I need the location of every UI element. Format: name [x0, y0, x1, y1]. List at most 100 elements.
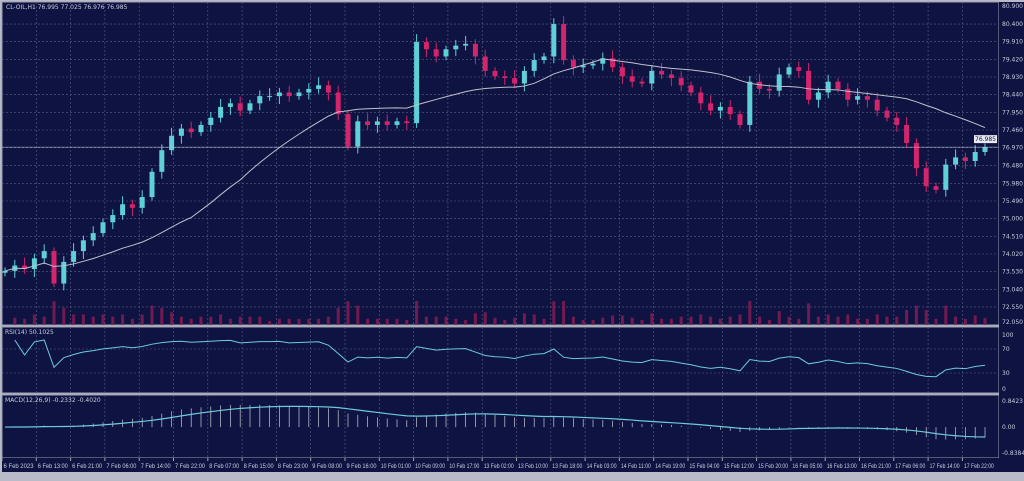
volume-bar	[836, 316, 840, 325]
candle-body	[531, 60, 537, 71]
volume-bar	[228, 318, 232, 325]
candle-body	[570, 60, 576, 68]
candle-body	[659, 70, 665, 75]
candle-body	[923, 168, 929, 187]
candle-body	[678, 78, 684, 86]
volume-bar	[522, 313, 526, 325]
candle-body	[874, 99, 880, 111]
candle-body	[345, 114, 351, 147]
candle-body	[521, 70, 527, 84]
candle-body	[31, 258, 37, 270]
volume-bar	[816, 316, 820, 325]
candle-body	[708, 103, 714, 111]
candle-body	[982, 147, 988, 152]
candle-body	[139, 197, 145, 208]
candle-body	[394, 121, 400, 125]
moving-average-line	[4, 58, 986, 272]
volume-bar	[444, 316, 448, 325]
volume-bar	[513, 317, 517, 325]
candle-body	[423, 42, 429, 50]
volume-bar	[72, 314, 76, 325]
volume-bar	[944, 305, 948, 325]
volume-bar	[738, 314, 742, 325]
candle-body	[472, 43, 478, 57]
pane-1	[1, 326, 1000, 394]
candle-body	[149, 171, 155, 198]
y-tick-label: 75.490	[1002, 198, 1023, 205]
candle-body	[835, 81, 841, 89]
candle-body	[433, 49, 439, 57]
volume-bar	[787, 316, 791, 325]
rsi-tick-label: 70	[1002, 346, 1010, 353]
candle-body	[864, 96, 870, 100]
volume-bar	[209, 316, 213, 325]
x-tick-label: 6 Feb 21:00	[72, 464, 103, 470]
candle-body	[590, 63, 596, 66]
candle-body	[757, 81, 763, 89]
volume-bar	[963, 318, 967, 325]
volume-bar	[630, 317, 634, 325]
y-tick-label: 76.970	[1002, 145, 1023, 152]
volume-bar	[846, 314, 850, 325]
candle-body	[159, 150, 165, 172]
volume-bar	[317, 318, 321, 325]
candle-body	[698, 92, 704, 104]
candle-body	[129, 204, 135, 208]
candle-body	[796, 67, 802, 71]
volume-bar	[405, 319, 409, 325]
x-tick-label: 7 Feb 14:00	[141, 464, 172, 470]
candle-body	[953, 157, 959, 165]
volume-bar	[826, 314, 830, 325]
candle-body	[227, 103, 233, 107]
volume-bar	[326, 316, 330, 325]
x-tick-label: 16 Feb 05:00	[792, 464, 823, 470]
x-tick-label: 16 Feb 21:00	[861, 464, 892, 470]
volume-bar	[728, 316, 732, 325]
candle-body	[22, 265, 28, 270]
x-tick-label: 8 Feb 23:00	[278, 464, 309, 470]
volume-bar	[346, 301, 350, 325]
candle-body	[688, 85, 694, 93]
candle-body	[276, 92, 282, 97]
volume-bar	[434, 316, 438, 325]
candle-body	[512, 78, 518, 84]
rsi-line	[14, 339, 986, 378]
candle-body	[247, 103, 253, 111]
x-tick-label: 17 Feb 14:00	[930, 464, 961, 470]
volume-bar	[767, 319, 771, 325]
volume-bar	[336, 307, 340, 325]
volume-bar	[718, 318, 722, 325]
volume-bar	[160, 307, 164, 325]
candle-body	[747, 81, 753, 125]
volume-bar	[111, 316, 115, 325]
time-axis	[2, 458, 1024, 472]
candle-body	[325, 85, 331, 93]
candle-body	[541, 56, 547, 61]
volume-bar	[415, 301, 419, 325]
candle-body	[610, 58, 616, 68]
volume-bar	[914, 305, 918, 325]
x-tick-label: 10 Feb 01:00	[381, 464, 412, 470]
candle-body	[404, 121, 410, 124]
x-tick-label: 10 Feb 09:00	[415, 464, 446, 470]
y-tick-label: 77.950	[1002, 109, 1023, 116]
volume-bar	[258, 316, 262, 325]
volume-bar	[758, 316, 762, 325]
candle-body	[51, 251, 57, 284]
candle-body	[188, 128, 194, 133]
candle-body	[178, 128, 184, 136]
candle-body	[463, 43, 469, 46]
candle-body	[208, 117, 214, 125]
volume-bar	[562, 301, 566, 325]
volume-bar	[179, 316, 183, 325]
candle-body	[453, 45, 459, 50]
candle-body	[639, 81, 645, 84]
volume-bar	[532, 314, 536, 325]
candle-body	[776, 74, 782, 91]
volume-bar	[709, 316, 713, 325]
candle-body	[894, 117, 900, 125]
x-tick-label: 14 Feb 03:00	[587, 464, 618, 470]
candle-body	[296, 92, 302, 97]
